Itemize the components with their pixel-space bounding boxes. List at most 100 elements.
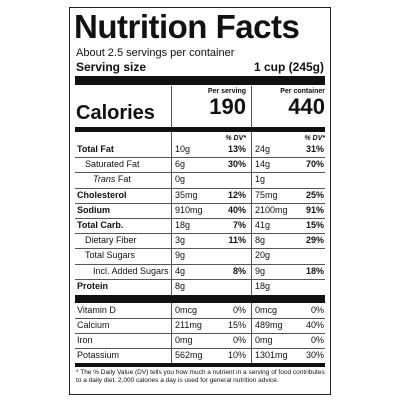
container-dv: 25% bbox=[305, 189, 324, 200]
nutrient-name-text: Dietary Fiber bbox=[85, 235, 137, 246]
nutrient-row: Dietary Fiber 3g 11% 8g 29% bbox=[70, 233, 330, 248]
nutrient-row: Total Fat 10g 13% 24g 31% bbox=[70, 142, 330, 157]
nutrient-name: Vitamin D bbox=[77, 303, 116, 318]
per-serving-header: Per serving bbox=[207, 88, 246, 95]
serving-amount: 0mcg bbox=[175, 305, 198, 315]
label-title: Nutrition Facts bbox=[74, 8, 300, 45]
servings-per-container: About 2.5 servings per container bbox=[76, 47, 235, 59]
serving-dv: 11% bbox=[228, 235, 246, 246]
thick-divider-vitamins bbox=[75, 295, 325, 303]
nutrient-name-text: Calcium bbox=[77, 320, 110, 330]
nutrient-name-text: Saturated Fat bbox=[85, 159, 140, 170]
nutrient-row: Sodium 910mg 40% 2100mg 91% bbox=[70, 203, 330, 218]
row-divider bbox=[75, 233, 325, 235]
nutrition-facts-label: Nutrition Facts About 2.5 servings per c… bbox=[69, 7, 331, 395]
row-divider bbox=[75, 348, 325, 349]
nutrient-name-text: Cholesterol bbox=[77, 189, 127, 200]
serving-dv: 12% bbox=[227, 189, 246, 200]
container-dv: 15% bbox=[305, 220, 324, 230]
nutrient-name: Saturated Fat bbox=[85, 157, 140, 172]
serving-amount: 0g bbox=[175, 174, 186, 185]
row-divider bbox=[75, 248, 325, 250]
container-amount: 0mcg bbox=[255, 305, 278, 315]
nutrient-name-text: Fat bbox=[115, 174, 131, 185]
nutrient-name: Total Sugars bbox=[85, 248, 135, 263]
nutrient-name: Total Carb. bbox=[77, 218, 123, 233]
container-amount: 489mg bbox=[255, 320, 283, 330]
serving-size-value: 1 cup (245g) bbox=[253, 60, 324, 74]
container-dv: 91% bbox=[305, 204, 324, 215]
thick-divider-top bbox=[75, 76, 325, 85]
serving-dv: 13% bbox=[227, 144, 246, 154]
container-dv: 70% bbox=[305, 159, 324, 170]
nutrient-name-text: Total Fat bbox=[77, 144, 114, 154]
nutrient-row: Protein 8g 18g bbox=[70, 279, 330, 294]
per-container-header: Per container bbox=[280, 88, 325, 95]
container-dv: 0% bbox=[310, 305, 324, 315]
nutrient-row: Total Carb. 18g 7% 41g 15% bbox=[70, 218, 330, 233]
container-amount: 41g bbox=[255, 220, 271, 230]
nutrient-name: Total Fat bbox=[77, 142, 114, 157]
vitamin-row: Iron 0mg 0% 0mg 0% bbox=[70, 333, 330, 348]
row-divider bbox=[75, 172, 325, 174]
serving-amount: 562mg bbox=[175, 350, 203, 360]
nutrient-name: Iron bbox=[77, 333, 93, 348]
container-dv: 29% bbox=[305, 235, 324, 246]
serving-dv: 0% bbox=[232, 335, 246, 345]
row-divider bbox=[75, 157, 325, 159]
nutrient-name: Sodium bbox=[77, 203, 110, 218]
nutrient-row: Incl. Added Sugars 4g 8% 9g 18% bbox=[70, 264, 330, 279]
serving-dv: 8% bbox=[232, 265, 246, 276]
nutrient-row: Total Sugars 9g 20g bbox=[70, 248, 330, 263]
container-amount: 1g bbox=[255, 174, 266, 185]
serving-dv: 15% bbox=[227, 320, 246, 330]
serving-dv: 7% bbox=[232, 220, 246, 230]
serving-amount: 18g bbox=[175, 220, 191, 230]
row-divider bbox=[75, 202, 325, 204]
column-divider-2 bbox=[251, 86, 252, 364]
serving-amount: 3g bbox=[175, 235, 186, 246]
container-amount: 9g bbox=[255, 265, 266, 276]
container-dv: 31% bbox=[305, 144, 324, 154]
thick-divider-calories bbox=[75, 127, 325, 132]
container-amount: 75mg bbox=[255, 189, 278, 200]
container-dv: 30% bbox=[305, 350, 324, 360]
serving-amount: 211mg bbox=[175, 320, 202, 330]
nutrient-name: Calcium bbox=[77, 318, 110, 333]
nutrient-name: Potassium bbox=[77, 348, 119, 363]
serving-amount: 6g bbox=[175, 159, 186, 170]
container-amount: 24g bbox=[255, 144, 271, 154]
container-dv: 18% bbox=[305, 265, 324, 276]
serving-dv: 0% bbox=[232, 305, 246, 315]
nutrient-name-text: Protein bbox=[77, 280, 109, 291]
container-dv: 0% bbox=[310, 335, 324, 345]
calories-per-container: 440 bbox=[288, 94, 325, 119]
footnote: * The % Daily Value (DV) tells you how m… bbox=[76, 369, 325, 384]
vitamin-row: Vitamin D 0mcg 0% 0mcg 0% bbox=[70, 303, 330, 318]
row-divider bbox=[75, 333, 325, 334]
nutrient-name-text: Sodium bbox=[77, 204, 110, 215]
vitamin-row: Potassium 562mg 10% 1301mg 30% bbox=[70, 348, 330, 363]
container-amount: 2100mg bbox=[255, 204, 288, 215]
serving-dv: 10% bbox=[227, 350, 246, 360]
thick-divider-bottom bbox=[75, 363, 325, 367]
serving-amount: 10g bbox=[175, 144, 191, 154]
nutrient-name-prefix: Trans bbox=[93, 174, 116, 185]
serving-amount: 35mg bbox=[175, 189, 198, 200]
nutrient-row: Cholesterol 35mg 12% 75mg 25% bbox=[70, 188, 330, 203]
nutrient-name-text: Incl. Added Sugars bbox=[93, 265, 169, 276]
nutrient-name-text: Total Sugars bbox=[85, 250, 136, 261]
nutrient-row: Trans Fat 0g 1g bbox=[70, 172, 330, 187]
serving-amount: 4g bbox=[175, 265, 186, 276]
column-divider-1 bbox=[171, 86, 172, 364]
row-divider bbox=[75, 218, 325, 219]
nutrient-name-text: Iron bbox=[77, 335, 93, 345]
serving-dv: 40% bbox=[227, 204, 246, 215]
container-amount: 0mg bbox=[255, 335, 273, 345]
serving-amount: 910mg bbox=[175, 204, 203, 215]
serving-amount: 9g bbox=[175, 250, 186, 261]
serving-amount: 0mg bbox=[175, 335, 193, 345]
row-divider bbox=[75, 263, 325, 265]
vitamin-row: Calcium 211mg 15% 489mg 40% bbox=[70, 318, 330, 333]
nutrient-name: Trans Fat bbox=[93, 172, 131, 187]
